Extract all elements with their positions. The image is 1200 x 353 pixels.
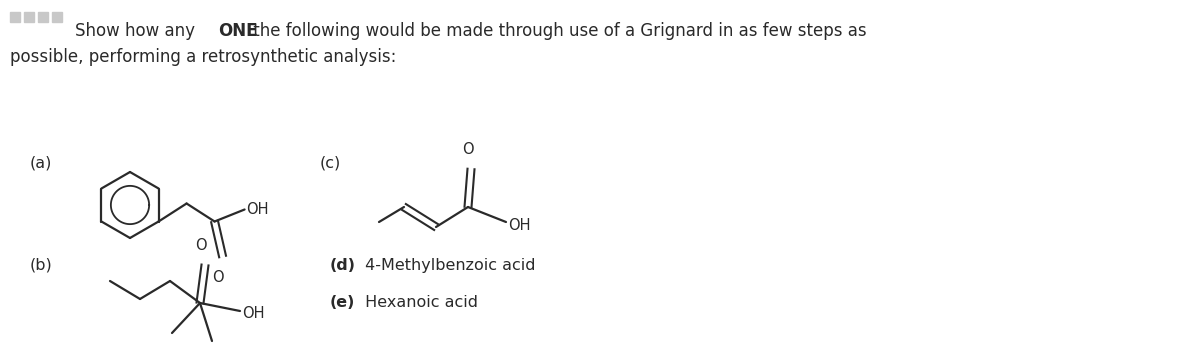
Bar <box>24 12 34 22</box>
Text: Show how any: Show how any <box>74 22 200 40</box>
Text: OH: OH <box>246 202 269 217</box>
Text: 4-Methylbenzoic acid: 4-Methylbenzoic acid <box>360 258 535 273</box>
Text: (b): (b) <box>30 258 53 273</box>
Text: possible, performing a retrosynthetic analysis:: possible, performing a retrosynthetic an… <box>10 48 396 66</box>
Text: OH: OH <box>508 217 530 233</box>
Text: OH: OH <box>242 305 264 321</box>
Text: ONE: ONE <box>218 22 258 40</box>
Bar <box>38 12 48 22</box>
Text: O: O <box>196 238 206 253</box>
Text: (a): (a) <box>30 155 53 170</box>
Text: O: O <box>462 142 474 157</box>
Text: (c): (c) <box>320 155 341 170</box>
Text: Hexanoic acid: Hexanoic acid <box>360 295 478 310</box>
Text: the following would be made through use of a Grignard in as few steps as: the following would be made through use … <box>248 22 866 40</box>
Text: (d): (d) <box>330 258 356 273</box>
Bar <box>10 12 20 22</box>
Bar <box>52 12 62 22</box>
Text: O: O <box>211 270 223 286</box>
Text: (e): (e) <box>330 295 355 310</box>
